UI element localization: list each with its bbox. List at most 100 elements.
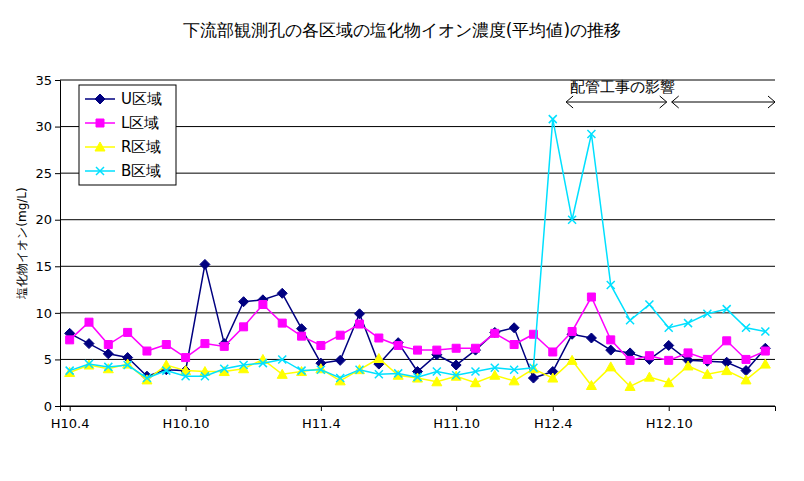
marker — [277, 288, 287, 298]
marker — [124, 361, 132, 369]
marker — [664, 340, 674, 350]
y-tick-mark — [55, 406, 60, 407]
x-tick: H12.10 — [646, 406, 693, 431]
legend-marker — [96, 167, 104, 175]
x-tick-mark — [186, 406, 187, 411]
marker — [471, 344, 479, 352]
marker — [375, 370, 383, 378]
marker — [66, 336, 74, 344]
grid-line — [60, 219, 775, 220]
legend-marker — [95, 142, 105, 151]
marker — [394, 341, 402, 349]
marker — [394, 369, 402, 377]
marker — [259, 300, 267, 308]
legend-label: B区域 — [121, 162, 161, 180]
marker — [451, 360, 461, 370]
x-tick-label: H10.10 — [163, 416, 210, 431]
marker — [549, 348, 557, 356]
annotation-arrow — [566, 96, 667, 108]
y-tick: 5 — [44, 352, 60, 367]
legend-label: L区域 — [121, 114, 159, 132]
marker — [220, 342, 228, 350]
marker — [84, 339, 94, 349]
marker — [607, 281, 615, 289]
grid — [60, 80, 775, 406]
marker — [684, 319, 692, 327]
y-tick-label: 20 — [35, 212, 52, 227]
marker — [85, 318, 93, 326]
marker — [336, 374, 344, 382]
marker — [665, 356, 673, 364]
annotation-arrow — [672, 96, 775, 108]
marker — [548, 373, 558, 382]
legend-label: R区域 — [121, 138, 161, 156]
marker — [162, 341, 170, 349]
marker — [278, 355, 286, 363]
y-axis: 05101520253035 — [35, 73, 60, 414]
x-tick-mark — [70, 406, 71, 411]
marker — [414, 346, 422, 354]
marker — [335, 355, 345, 365]
marker — [413, 373, 423, 382]
marker — [356, 320, 364, 328]
marker — [336, 331, 344, 339]
title: 下流部観測孔の各区域の塩化物イオン濃度(平均値)の推移 — [183, 20, 621, 40]
grid-line — [60, 266, 775, 267]
marker — [240, 361, 248, 369]
marker — [491, 364, 499, 372]
marker — [470, 378, 480, 387]
marker — [490, 327, 500, 337]
x-tick: H10.10 — [163, 406, 210, 431]
marker — [470, 345, 480, 355]
y-tick-label: 25 — [35, 166, 52, 181]
marker — [298, 367, 306, 375]
marker — [645, 300, 653, 308]
marker — [124, 328, 132, 336]
y-tick: 20 — [35, 212, 60, 227]
series-line — [70, 264, 766, 378]
y-tick: 0 — [44, 399, 60, 414]
series — [65, 259, 771, 383]
marker — [723, 305, 731, 313]
x-tick: H12.4 — [534, 406, 573, 431]
marker — [703, 355, 711, 363]
x-tick-label: H10.4 — [51, 416, 90, 431]
y-tick-label: 15 — [35, 259, 52, 274]
marker — [66, 367, 74, 375]
x-tick-mark — [669, 406, 670, 411]
legend-label: U区域 — [121, 90, 162, 108]
y-tick: 35 — [35, 73, 60, 88]
legend-marker — [96, 119, 104, 127]
marker — [355, 365, 365, 374]
marker — [741, 375, 751, 384]
marker — [702, 369, 712, 378]
y-axis-title: 塩化物イオン(mg/L) — [15, 187, 29, 299]
marker — [452, 371, 460, 379]
marker — [432, 377, 442, 386]
x-tick: H11.10 — [433, 406, 480, 431]
marker — [201, 340, 209, 348]
marker — [355, 309, 365, 319]
y-tick-mark — [55, 313, 60, 314]
marker — [702, 356, 712, 366]
marker — [143, 374, 151, 382]
marker — [375, 334, 383, 342]
marker — [723, 337, 731, 345]
x-tick-mark — [456, 406, 457, 411]
marker — [240, 323, 248, 331]
legend: U区域 L区域 R区域 B区域 — [79, 85, 176, 185]
marker — [528, 373, 538, 383]
marker — [568, 327, 576, 335]
marker — [317, 366, 325, 374]
marker — [626, 356, 634, 364]
marker — [761, 347, 769, 355]
marker — [509, 376, 519, 385]
marker — [626, 316, 634, 324]
marker — [239, 297, 249, 307]
marker — [374, 353, 384, 362]
y-tick-mark — [55, 80, 60, 81]
marker — [491, 329, 499, 337]
marker — [433, 346, 441, 354]
marker — [220, 365, 228, 373]
marker — [722, 366, 732, 375]
